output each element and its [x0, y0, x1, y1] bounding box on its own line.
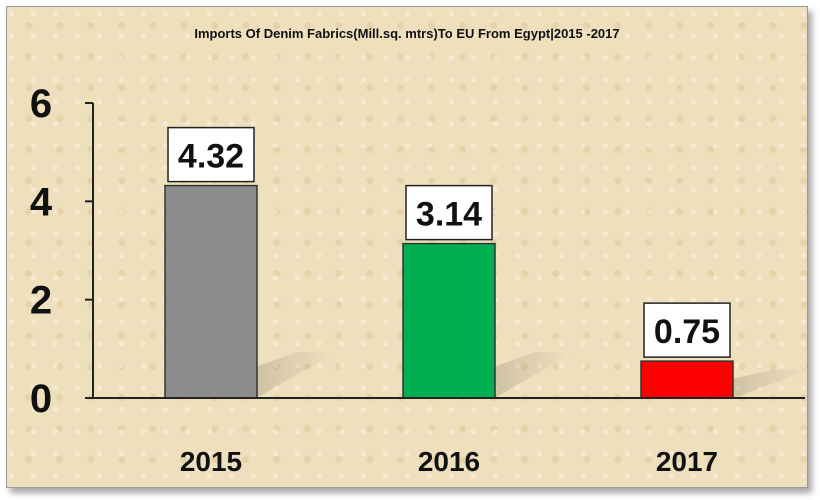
y-tick-label: 6 [30, 82, 52, 126]
bar-2017 [640, 360, 734, 399]
data-label: 4.32 [178, 138, 244, 176]
data-label-box [167, 126, 255, 183]
x-tick-label: 2017 [656, 446, 718, 477]
bar-2015 [164, 184, 258, 399]
bar-2016 [402, 242, 496, 399]
y-tick-label: 0 [30, 377, 52, 421]
x-tick-label: 2015 [180, 446, 242, 477]
data-label: 3.14 [416, 196, 482, 234]
y-tick-label: 4 [30, 180, 53, 224]
chart-title: Imports Of Denim Fabrics(Mill.sq. mtrs)T… [194, 26, 619, 41]
y-tick-label: 2 [30, 279, 52, 323]
bar-chart: Imports Of Denim Fabrics(Mill.sq. mtrs)T… [30, 26, 807, 477]
data-label-box [643, 302, 731, 358]
data-label: 0.75 [654, 313, 720, 351]
chart-frame: Imports Of Denim Fabrics(Mill.sq. mtrs)T… [6, 6, 808, 488]
data-label-box [405, 184, 493, 241]
x-tick-label: 2016 [418, 446, 480, 477]
